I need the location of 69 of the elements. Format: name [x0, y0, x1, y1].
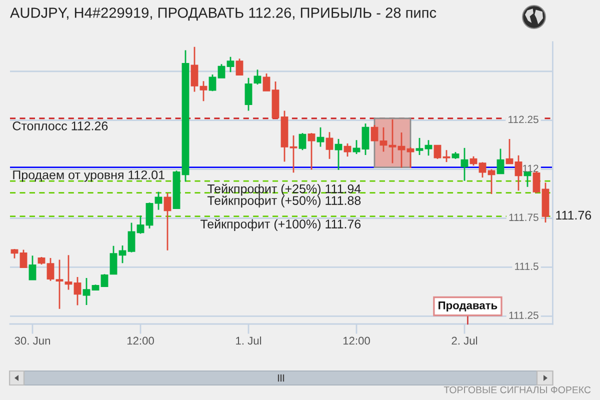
text: ТОРГОВЫЕ СИГНАЛЫ ФОРЕКС	[444, 386, 591, 394]
candlestick	[326, 131, 334, 160]
candlestick	[514, 154, 522, 192]
candlestick	[506, 138, 514, 164]
y-tick-label: 112.25	[508, 116, 538, 124]
ref-line-label: Продаем от уровня 112.01	[13, 170, 164, 182]
candlestick	[146, 202, 154, 230]
ref-line-label: Тейкпрофит (+25%) 111.94	[207, 184, 361, 196]
candlestick	[82, 277, 90, 306]
candlestick	[208, 74, 216, 92]
x-tick-label: 12:00	[343, 336, 370, 345]
candlestick	[460, 147, 468, 182]
candlestick	[496, 148, 504, 174]
candlestick	[254, 68, 262, 86]
annotation: Продавать	[438, 302, 498, 312]
candlestick	[316, 126, 324, 148]
candlestick	[226, 56, 234, 73]
candlestick	[218, 63, 226, 79]
y-tick-label: 111.75	[509, 214, 538, 222]
chart-title: AUDJPY, H4#229919, ПРОДАВАТЬ 112.26, ПРИБЫЛЬ - 28 пипс	[10, 8, 436, 21]
candlestick	[398, 132, 406, 168]
candlestick	[362, 122, 370, 156]
y-tick-label: 111.25	[509, 312, 538, 319]
x-tick-label: 2. Jul	[452, 336, 478, 345]
candlestick	[46, 257, 54, 282]
candlestick	[118, 244, 126, 264]
candlestick	[290, 134, 298, 174]
ref-line-label: Стоплосс 112.26	[12, 121, 108, 130]
candlestick	[128, 222, 136, 254]
candlestick	[236, 58, 244, 76]
ref-line-label: Тейкпрофит (+50%) 111.88	[207, 196, 361, 208]
candlestick	[334, 138, 342, 171]
candlestick	[110, 245, 118, 275]
y-tick-label: 112	[522, 164, 538, 172]
x-tick-label: 30. Jun	[14, 336, 50, 345]
candlestick	[344, 142, 352, 158]
x-tick-label: 1. Jul	[236, 336, 262, 345]
candlestick	[424, 139, 432, 156]
candlestick	[442, 149, 450, 163]
candlestick	[136, 214, 144, 234]
candlestick	[28, 254, 36, 280]
candlestick	[388, 118, 396, 164]
candlestick	[370, 124, 378, 142]
candlestick	[100, 273, 108, 288]
candlestick	[532, 170, 540, 194]
x-tick-label: 12:00	[127, 336, 154, 345]
candlestick	[470, 156, 478, 166]
candlestick	[190, 46, 198, 92]
candlestick	[64, 254, 72, 290]
ref-line-label: Тейкпрофит (+100%) 111.76	[200, 219, 361, 231]
candlestick	[416, 137, 424, 156]
candlestick	[200, 80, 208, 102]
candlestick	[154, 191, 162, 211]
annotation: 111.76	[556, 210, 592, 220]
candlestick	[244, 77, 252, 112]
candlestick	[74, 276, 82, 306]
candlestick	[164, 192, 172, 252]
candlestick	[380, 126, 388, 152]
candlestick	[20, 249, 28, 268]
candlestick	[488, 168, 496, 195]
candlestick	[56, 259, 64, 310]
candlestick	[406, 146, 414, 169]
candlestick	[262, 72, 270, 92]
candlestick	[434, 144, 442, 160]
y-tick-label: 111.5	[515, 262, 538, 270]
candlestick	[298, 132, 306, 151]
candlestick	[524, 172, 532, 188]
candlestick	[308, 132, 316, 170]
candlestick	[478, 162, 486, 178]
